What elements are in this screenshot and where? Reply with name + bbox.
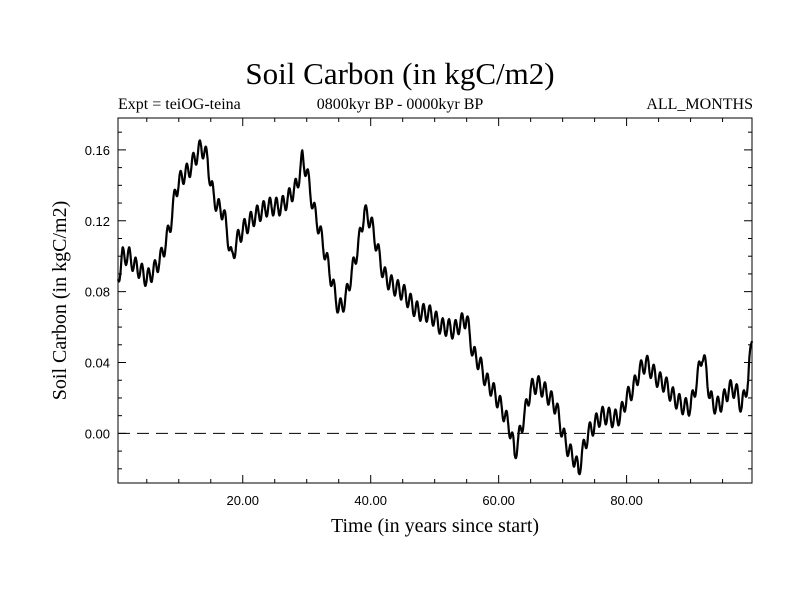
x-tick-label: 60.00 [482, 493, 515, 508]
y-axis-title: Soil Carbon (in kgC/m2) [49, 201, 71, 400]
y-tick-label: 0.12 [85, 214, 110, 229]
plot-area [117, 117, 753, 484]
x-tick-label: 20.00 [226, 493, 259, 508]
experiment-label: Expt = teiOG-teina [118, 96, 241, 113]
y-tick-label: 0.08 [85, 285, 110, 300]
series-line-soil-carbon [116, 139, 754, 476]
x-axis-title: Time (in years since start) [331, 515, 539, 537]
chart-title: Soil Carbon (in kgC/m2) [245, 56, 555, 91]
y-tick-label: 0.04 [85, 356, 110, 371]
y-tick-label: 0.16 [85, 143, 110, 158]
months-label: ALL_MONTHS [646, 96, 753, 113]
y-tick-label: 0.00 [85, 426, 110, 441]
x-tick-label: 80.00 [610, 493, 643, 508]
period-label: 0800kyr BP - 0000kyr BP [316, 96, 484, 113]
x-tick-label: 40.00 [354, 493, 387, 508]
